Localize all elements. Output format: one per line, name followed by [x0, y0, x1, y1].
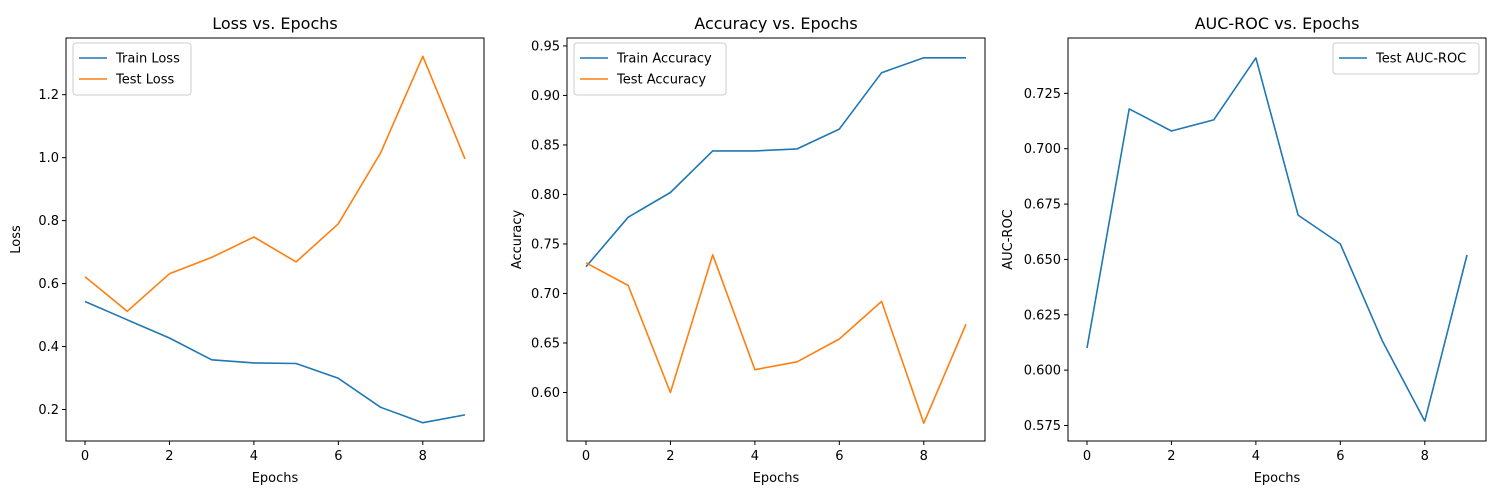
x-axis-label: Epochs: [1254, 471, 1301, 486]
legend-entry: Test AUC-ROC: [1375, 52, 1466, 67]
y-tick-label: 1.0: [38, 151, 59, 166]
y-tick-label: 1.2: [38, 88, 59, 103]
chart-panel-1: Loss vs. Epochs 0 2 4 6 8 0.2 0.4 0.6 0.8 1.0 1.2 Ep…: [9, 14, 485, 486]
legend-box: [1332, 42, 1480, 75]
x-axis-label: Epochs: [753, 471, 800, 486]
y-tick-label: 0.4: [38, 340, 59, 355]
plot-frame: [65, 37, 485, 442]
y-tick-label: 0.575: [1024, 419, 1061, 434]
chart-title: AUC-ROC vs. Epochs: [1195, 14, 1360, 33]
y-tick-label: 0.8: [38, 214, 59, 229]
x-tick-label: 8: [920, 449, 928, 464]
y-tick-label: 0.600: [1024, 364, 1061, 379]
x-tick-label: 0: [582, 449, 590, 464]
y-tick-label: 0.700: [1024, 142, 1061, 157]
x-tick-label: 8: [1421, 449, 1429, 464]
plot-frame: [566, 37, 986, 442]
y-tick-label: 0.60: [531, 386, 560, 401]
x-tick-label: 4: [751, 449, 759, 464]
plot-frame: [1067, 37, 1487, 442]
legend-entry: Train Accuracy: [616, 52, 712, 67]
legend-box: [573, 42, 727, 96]
chart-panel-2: Accuracy vs. Epochs 0 2 4 6 8 0.60 0.65 0.70 0.75…: [510, 14, 986, 486]
x-tick-label: 2: [1167, 449, 1175, 464]
chart-panel-3: AUC-ROC vs. Epochs 0 2 4 6 8 0.575 0.600 0.625 0.…: [1001, 14, 1487, 486]
legend: Test AUC-ROC: [1332, 42, 1480, 75]
legend-entry: Test Loss: [115, 73, 174, 88]
y-tick-label: 0.65: [531, 336, 560, 351]
chart-title: Loss vs. Epochs: [212, 14, 337, 33]
y-tick-label: 0.675: [1024, 198, 1061, 213]
x-axis-label: Epochs: [252, 471, 299, 486]
x-tick-label: 2: [666, 449, 674, 464]
x-tick-label: 4: [250, 449, 258, 464]
y-axis-label: Loss: [9, 225, 24, 254]
y-tick-label: 0.725: [1024, 87, 1061, 102]
y-tick-label: 0.650: [1024, 253, 1061, 268]
x-tick-label: 0: [81, 449, 89, 464]
y-tick-label: 0.85: [531, 138, 560, 153]
series-line-1: [585, 56, 966, 268]
y-tick-label: 0.75: [531, 237, 560, 252]
legend-box: [72, 42, 192, 96]
legend: Train Accuracy Test Accuracy: [573, 42, 727, 96]
y-tick-label: 0.625: [1024, 308, 1061, 323]
x-tick-label: 2: [165, 449, 173, 464]
y-tick-label: 0.80: [531, 188, 560, 203]
x-tick-label: 0: [1083, 449, 1091, 464]
x-tick-label: 6: [835, 449, 843, 464]
chart-title: Accuracy vs. Epochs: [694, 14, 857, 33]
x-tick-label: 8: [419, 449, 427, 464]
x-tick-label: 6: [334, 449, 342, 464]
series-line-1: [84, 300, 466, 424]
y-tick-label: 0.70: [531, 287, 560, 302]
y-tick-label: 0.90: [531, 89, 560, 104]
y-axis-label: Accuracy: [510, 210, 525, 270]
series-line-1: [1086, 57, 1468, 422]
series-line-2: [84, 55, 466, 313]
legend-entry: Test Accuracy: [616, 73, 706, 88]
y-tick-label: 0.6: [38, 277, 59, 292]
legend-entry: Train Loss: [115, 52, 180, 67]
y-tick-label: 0.2: [38, 403, 59, 418]
x-tick-label: 4: [1252, 449, 1260, 464]
y-axis-label: AUC-ROC: [1001, 209, 1016, 270]
legend: Train Loss Test Loss: [72, 42, 192, 96]
y-tick-label: 0.95: [531, 39, 560, 54]
series-line-2: [585, 254, 967, 425]
x-tick-label: 6: [1336, 449, 1344, 464]
